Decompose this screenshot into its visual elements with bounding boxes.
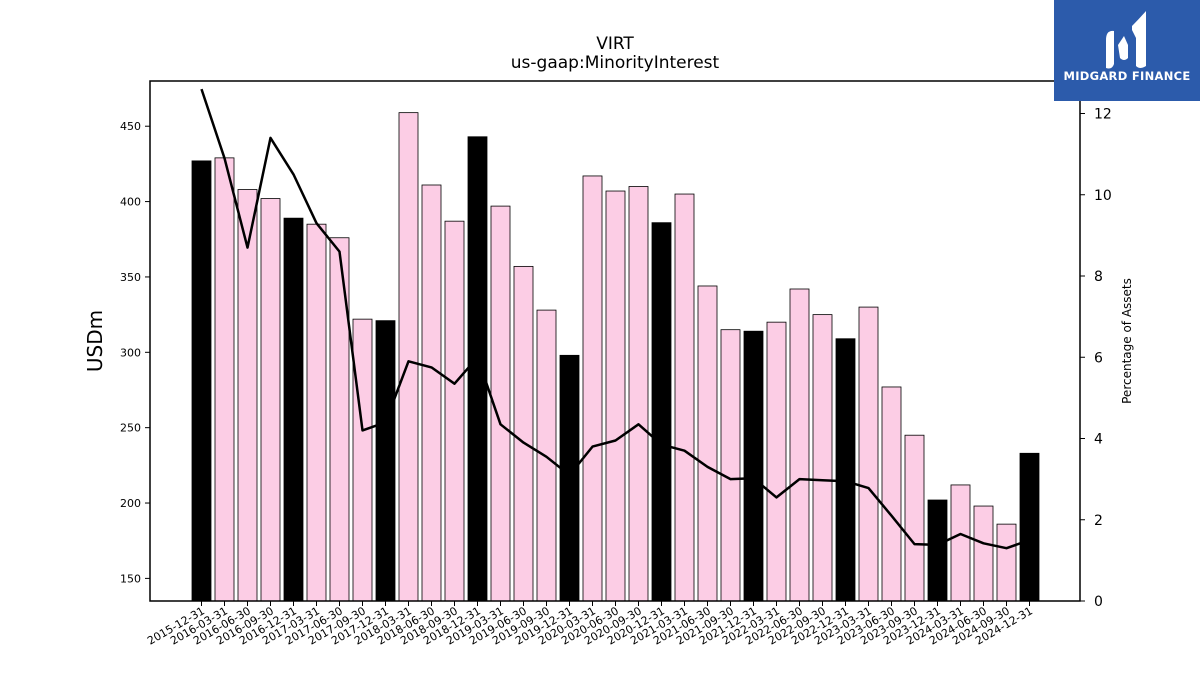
bar bbox=[605, 190, 626, 602]
y2-tick-label: 10 bbox=[1094, 188, 1112, 204]
bar-group bbox=[191, 112, 1040, 602]
y2-tick-label: 0 bbox=[1094, 594, 1103, 610]
bar bbox=[628, 186, 649, 602]
line-group bbox=[200, 88, 1030, 550]
bar bbox=[881, 386, 902, 602]
y-tick-label: 300 bbox=[120, 346, 141, 359]
y-tick-label: 400 bbox=[120, 196, 141, 209]
bar bbox=[904, 434, 925, 602]
midgard-finance-logo: MIDGARD FINANCE bbox=[1054, 0, 1200, 101]
bar bbox=[306, 223, 327, 602]
bar bbox=[950, 484, 971, 602]
y2-tick-label: 2 bbox=[1094, 513, 1103, 529]
bar bbox=[651, 222, 672, 602]
midgard-logo-icon bbox=[1106, 11, 1146, 69]
bar bbox=[191, 160, 212, 602]
bar bbox=[375, 320, 396, 602]
bar bbox=[674, 193, 695, 602]
bar bbox=[260, 198, 281, 602]
bar bbox=[559, 354, 580, 602]
bar bbox=[467, 136, 488, 602]
bar bbox=[858, 306, 879, 602]
bar bbox=[513, 265, 534, 602]
y-tick-label: 200 bbox=[120, 497, 141, 510]
chart-subtitle: us-gaap:MinorityInterest bbox=[511, 53, 720, 73]
bar bbox=[582, 175, 603, 602]
bar bbox=[973, 505, 994, 602]
series-line bbox=[200, 88, 1030, 550]
bar bbox=[398, 112, 419, 602]
chart-title: VIRT bbox=[596, 34, 634, 54]
y-tick-label: 150 bbox=[120, 572, 141, 585]
bar bbox=[766, 321, 787, 602]
bar bbox=[720, 329, 741, 602]
y2-tick-label: 6 bbox=[1094, 350, 1103, 366]
y-tick-label: 250 bbox=[120, 422, 141, 435]
bar bbox=[1019, 452, 1040, 602]
y2-tick-label: 8 bbox=[1094, 269, 1103, 285]
bar bbox=[444, 220, 465, 602]
bar bbox=[329, 237, 350, 602]
bar bbox=[927, 499, 948, 602]
bar bbox=[789, 288, 810, 602]
bar bbox=[835, 338, 856, 602]
bar bbox=[421, 184, 442, 602]
y2-tick-label: 12 bbox=[1094, 107, 1112, 123]
y-tick-label: 350 bbox=[120, 271, 141, 284]
logo-text: MIDGARD FINANCE bbox=[1063, 69, 1191, 83]
bar bbox=[283, 217, 304, 602]
x-axis: 2015-12-312016-03-312016-06-302016-09-30… bbox=[145, 601, 1035, 648]
bar bbox=[214, 157, 235, 602]
bar bbox=[352, 318, 373, 602]
y2-axis: 0 2 4 6 8 10 12 bbox=[1080, 107, 1112, 610]
y-tick-label: 450 bbox=[120, 120, 141, 133]
bar bbox=[697, 285, 718, 602]
y-axis-label: USDm bbox=[83, 310, 107, 372]
y-axis: 150 200 250 300 350 400 450 bbox=[120, 120, 150, 585]
y2-tick-label: 4 bbox=[1094, 432, 1103, 448]
bar bbox=[812, 314, 833, 602]
bar bbox=[237, 189, 258, 602]
bar bbox=[743, 330, 764, 602]
bar bbox=[996, 523, 1017, 602]
y2-axis-label: Percentage of Assets bbox=[1120, 278, 1134, 404]
